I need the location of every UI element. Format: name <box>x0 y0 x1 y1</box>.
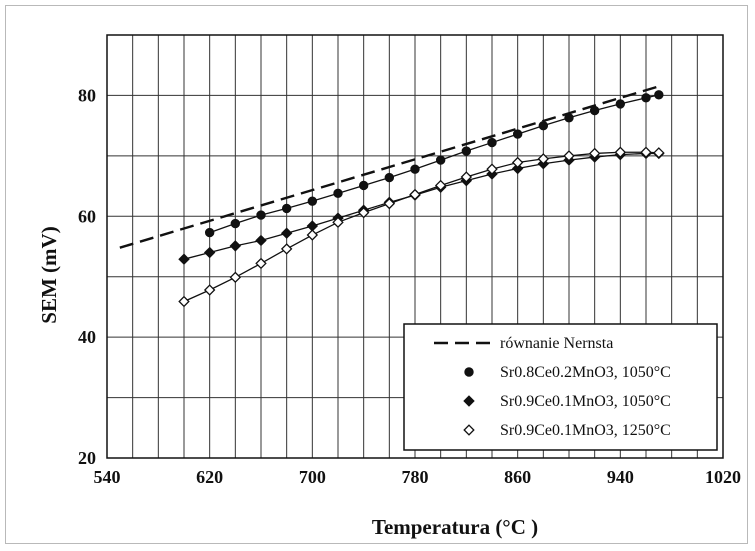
data-point-open-diamond <box>614 146 627 158</box>
data-point-circle <box>204 227 215 238</box>
data-point-open-diamond <box>229 271 242 284</box>
legend-item: równanie Nernsta <box>434 335 613 352</box>
data-point-open-diamond <box>588 147 601 160</box>
x-tick-label: 1020 <box>705 467 741 487</box>
data-point-open-diamond <box>306 229 319 241</box>
data-point-circle <box>333 188 343 199</box>
data-point-open-diamond <box>537 153 550 165</box>
legend: równanie Nernsta Sr0.8Ce0.2MnO3, 1050°C Sr… <box>403 323 718 451</box>
tick-labels: 540 620 700 780 860 940 1020 20 40 60 80 <box>78 85 741 487</box>
data-point-open-diamond <box>434 179 447 192</box>
legend-item: Sr0.9Ce0.1MnO3, 1050°C <box>463 393 671 410</box>
series-2 <box>178 147 665 265</box>
x-tick-label: 620 <box>196 467 223 487</box>
data-point-diamond <box>178 253 190 265</box>
y-tick-label: 60 <box>78 206 96 226</box>
legend-label: Sr0.9Ce0.1MnO3, 1050°C <box>500 393 671 410</box>
data-point-diamond <box>463 395 475 407</box>
x-tick-label: 700 <box>299 467 326 487</box>
data-point-circle <box>410 164 420 174</box>
data-point-diamond <box>255 234 267 247</box>
x-tick-label: 780 <box>402 467 429 487</box>
x-tick-label: 860 <box>504 467 531 487</box>
series-group <box>119 85 665 308</box>
data-point-open-diamond <box>486 163 498 175</box>
data-point-circle <box>589 105 600 116</box>
x-tick-label: 940 <box>607 467 634 487</box>
data-point-circle <box>615 99 626 109</box>
series-line <box>183 152 659 260</box>
y-tick-label: 80 <box>78 85 96 105</box>
data-point-circle <box>435 155 446 165</box>
data-point-circle <box>307 196 318 206</box>
x-tick-label: 540 <box>94 467 121 487</box>
series-line <box>209 94 659 234</box>
legend-box <box>403 323 718 451</box>
data-point-open-diamond <box>511 156 524 169</box>
data-point-circle <box>512 129 523 139</box>
data-point-open-diamond <box>640 146 652 158</box>
data-point-diamond <box>203 246 216 259</box>
data-point-circle <box>487 137 497 148</box>
data-point-open-diamond <box>653 147 665 159</box>
data-point-open-diamond <box>178 295 190 308</box>
legend-label: Sr0.8Ce0.2MnO3, 1050°C <box>500 364 671 381</box>
data-point-open-diamond <box>203 284 216 296</box>
data-point-open-diamond <box>255 257 267 270</box>
data-point-circle <box>281 203 292 214</box>
data-point-circle <box>464 367 474 377</box>
data-point-open-diamond <box>280 243 293 255</box>
data-point-diamond <box>280 227 293 239</box>
data-point-circle <box>564 113 574 123</box>
data-point-circle <box>654 90 664 100</box>
data-point-open-diamond <box>409 188 421 201</box>
data-point-open-diamond <box>463 424 475 436</box>
data-point-circle <box>538 120 549 131</box>
legend-label: równanie Nernsta <box>500 335 613 352</box>
legend-label: Sr0.9Ce0.1MnO3, 1250°C <box>500 422 671 439</box>
data-point-open-diamond <box>332 216 344 229</box>
legend-item: Sr0.8Ce0.2MnO3, 1050°C <box>464 364 671 381</box>
y-tick-label: 20 <box>78 448 96 468</box>
data-point-open-diamond <box>357 206 370 219</box>
plot-area <box>106 34 724 459</box>
data-point-circle <box>256 210 266 220</box>
y-axis-title: SEM (mV) <box>37 226 61 323</box>
data-point-open-diamond <box>460 171 473 183</box>
y-tick-label: 40 <box>78 327 96 347</box>
series-3 <box>178 146 665 308</box>
x-axis-title: Temperatura (°C ) <box>372 515 538 539</box>
data-point-diamond <box>511 162 524 175</box>
data-point-circle <box>358 180 369 191</box>
data-point-circle <box>641 93 651 103</box>
series-1 <box>204 90 664 238</box>
data-point-circle <box>461 146 472 156</box>
legend-item: Sr0.9Ce0.1MnO3, 1250°C <box>463 422 671 439</box>
data-point-open-diamond <box>383 197 396 210</box>
data-point-open-diamond <box>563 150 575 162</box>
data-point-circle <box>230 218 241 229</box>
data-point-circle <box>384 172 395 183</box>
chart-frame <box>5 5 748 544</box>
data-point-diamond <box>229 240 242 252</box>
series-line <box>183 151 659 303</box>
